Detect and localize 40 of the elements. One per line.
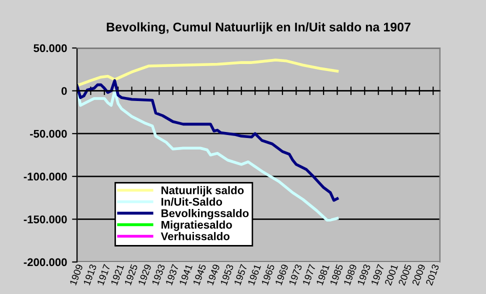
x-tick-label: 1961 bbox=[248, 264, 262, 286]
x-tick-label: 1949 bbox=[206, 264, 220, 286]
x-tick-label: 1925 bbox=[124, 264, 138, 286]
x-tick-label: 1941 bbox=[179, 264, 193, 286]
x-tick-label: 1997 bbox=[370, 264, 384, 286]
y-tick-label: -50.000 bbox=[30, 130, 67, 138]
x-tick-label: 2005 bbox=[398, 264, 412, 286]
legend-label: Natuurlijk saldo bbox=[162, 186, 244, 196]
x-tick-label: 1937 bbox=[165, 264, 179, 286]
legend-label: Verhuissaldo bbox=[160, 232, 230, 240]
y-tick-label: -100.000 bbox=[24, 172, 67, 181]
x-tick-label: 1953 bbox=[220, 264, 234, 286]
x-tick-label: 1957 bbox=[234, 264, 248, 286]
x-tick-label: 1945 bbox=[192, 264, 206, 286]
x-tick-label: 1921 bbox=[110, 264, 124, 286]
x-tick-label: 1973 bbox=[288, 264, 302, 286]
x-tick-label: 2009 bbox=[412, 264, 426, 286]
x-tick-label: 2013 bbox=[426, 264, 440, 286]
y-tick-label: 50.000 bbox=[34, 44, 67, 52]
x-tick-label: 1965 bbox=[261, 264, 275, 286]
x-tick-label: 1909 bbox=[70, 264, 83, 286]
y-tick-label: -200.000 bbox=[24, 258, 67, 266]
x-tick-label: 1993 bbox=[357, 264, 371, 286]
y-tick-label: 0 bbox=[62, 87, 67, 95]
legend-label: Bevolkingssaldo bbox=[162, 209, 249, 220]
x-tick-label: 1933 bbox=[152, 264, 166, 286]
legend-label: In/Uit-Saldo bbox=[162, 198, 222, 206]
x-tick-label: 1913 bbox=[83, 264, 97, 286]
x-tick-label: 1917 bbox=[96, 264, 110, 286]
x-tick-label: 1977 bbox=[302, 264, 316, 286]
legend-label: Migratiesaldo bbox=[162, 220, 232, 231]
chart-title: Bevolking, Cumul Natuurlijk en In/Uit saldo na 1907 bbox=[106, 22, 410, 34]
y-tick-label: -150.000 bbox=[24, 215, 67, 224]
x-tick-label: 2001 bbox=[384, 264, 398, 286]
x-tick-label: 1929 bbox=[138, 264, 152, 286]
x-tick-label: 1985 bbox=[330, 264, 344, 286]
x-tick-label: 1969 bbox=[275, 264, 288, 286]
x-tick-label: 1981 bbox=[316, 264, 330, 286]
x-tick-label: 1989 bbox=[344, 264, 357, 286]
line-series bbox=[77, 58, 339, 88]
